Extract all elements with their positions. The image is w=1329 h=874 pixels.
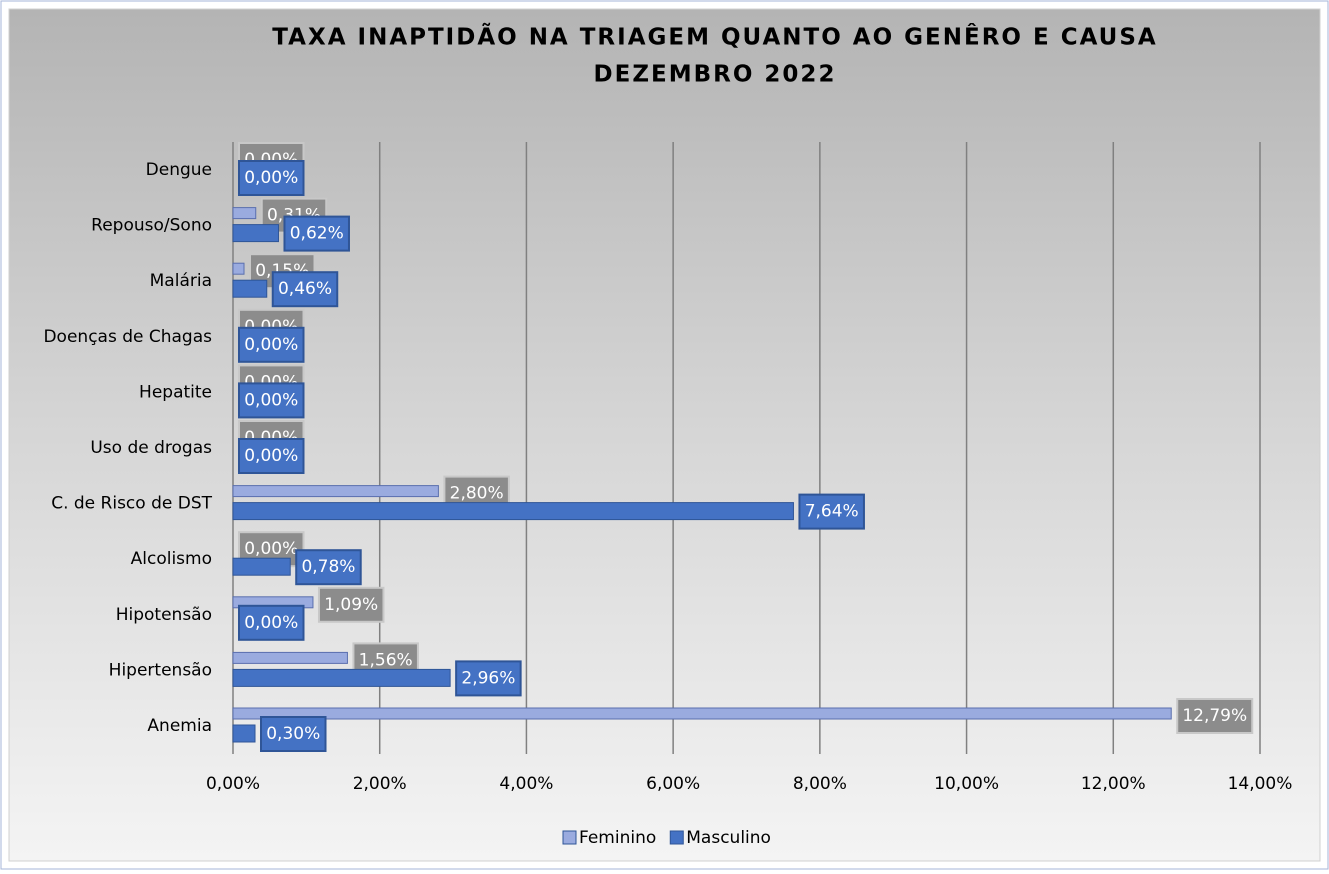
x-tick-label: 12,00% (1081, 774, 1146, 794)
x-tick-label: 10,00% (934, 774, 999, 794)
data-label-box (238, 160, 305, 196)
data-label: 0,00% (244, 539, 298, 559)
y-tick-label: Repouso/Sono (91, 216, 212, 236)
data-label: 12,79% (1182, 706, 1247, 726)
data-label-box (238, 382, 305, 419)
data-label-box (238, 604, 305, 641)
y-tick-label: Anemia (147, 716, 212, 736)
y-tick-label: Doenças de Chagas (43, 327, 212, 347)
data-label: 0,00% (244, 168, 298, 188)
legend-label: Masculino (686, 828, 771, 848)
data-label-box (238, 438, 305, 474)
data-label: 0,00% (244, 613, 298, 633)
data-label: 7,64% (805, 502, 859, 522)
y-tick-label: Hipotensão (116, 605, 212, 625)
bar (232, 668, 451, 687)
data-label-box (1176, 698, 1254, 734)
data-label: 0,30% (266, 724, 320, 744)
x-tick-label: 2,00% (353, 774, 407, 794)
y-tick-label: Dengue (146, 160, 212, 180)
data-label: 0,46% (278, 279, 332, 299)
data-label-box (455, 660, 522, 697)
data-label: 1,09% (324, 595, 378, 615)
bar (232, 502, 794, 521)
x-tick-label: 6,00% (646, 774, 700, 794)
x-tick-label: 14,00% (1228, 774, 1293, 794)
y-tick-label: C. de Risco de DST (51, 494, 212, 514)
data-label: 0,62% (290, 224, 344, 244)
y-tick-label: Uso de drogas (90, 438, 212, 458)
bar (232, 224, 279, 243)
data-label: 0,78% (301, 557, 355, 577)
bar (232, 707, 1172, 720)
y-tick-label: Hepatite (139, 382, 212, 402)
x-tick-label: 0,00% (206, 774, 260, 794)
data-label: 0,00% (244, 446, 298, 466)
data-label: 2,80% (450, 484, 504, 504)
data-label: 1,56% (359, 650, 413, 670)
data-label-box (260, 716, 327, 752)
legend-marker (669, 830, 684, 845)
bar (232, 262, 245, 275)
y-tick-label: Malária (150, 271, 212, 291)
bar (232, 485, 439, 498)
data-label-box (271, 271, 339, 308)
data-label: 0,00% (244, 390, 298, 410)
x-tick-label: 8,00% (793, 774, 847, 794)
data-label: 2,96% (461, 668, 515, 688)
legend-label: Feminino (579, 828, 656, 848)
data-label-box (798, 493, 865, 530)
bar (232, 279, 268, 298)
y-tick-label: Hipertensão (109, 660, 212, 680)
chart-title: TAXA INAPTIDÃO NA TRIAGEM QUANTO AO GENÊ… (272, 23, 1157, 51)
data-label-box (238, 326, 305, 363)
bar (232, 651, 348, 664)
x-tick-label: 4,00% (499, 774, 553, 794)
data-label-box (317, 586, 385, 623)
bar (232, 207, 257, 220)
data-label-box (295, 549, 362, 586)
data-label: 0,00% (244, 335, 298, 355)
data-label-box (283, 215, 350, 252)
bar (232, 557, 291, 576)
bar (232, 724, 256, 743)
y-tick-label: Alcolismo (131, 549, 212, 569)
chart-subtitle: DEZEMBRO 2022 (594, 62, 837, 88)
legend-marker (562, 830, 577, 845)
